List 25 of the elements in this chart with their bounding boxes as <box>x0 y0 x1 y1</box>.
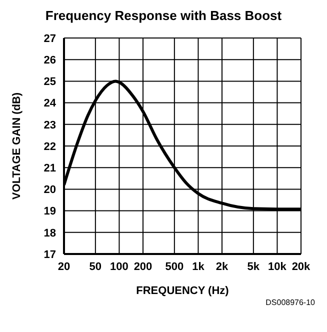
x-tick-label: 500 <box>165 260 184 273</box>
y-tick-label: 22 <box>44 140 56 153</box>
y-tick-label: 26 <box>44 54 56 67</box>
y-tick-label: 17 <box>44 248 56 261</box>
x-tick-label: 20k <box>292 260 312 273</box>
y-tick-label: 24 <box>44 98 57 110</box>
chart-title: Frequency Response with Bass Boost <box>44 8 283 25</box>
x-tick-label: 200 <box>134 260 152 273</box>
x-tick-label: 100 <box>110 260 128 273</box>
y-tick-label: 25 <box>44 76 56 88</box>
x-tick-label: 2k <box>216 260 229 273</box>
y-tick-label: 27 <box>44 32 56 45</box>
y-axis-title: VOLTAGE GAIN (dB) <box>10 92 23 200</box>
y-tick-label: 20 <box>44 184 56 196</box>
x-tick-label: 1k <box>192 260 206 273</box>
x-tick-label: 10k <box>268 260 288 273</box>
y-tick-label: 23 <box>44 119 56 132</box>
x-tick-label: 50 <box>89 260 102 273</box>
y-tick-label: 19 <box>44 206 56 218</box>
x-tick-label: 20 <box>58 260 70 273</box>
y-tick-label: 18 <box>44 227 56 240</box>
x-tick-label: 5k <box>247 260 260 273</box>
x-axis-title: FREQUENCY (Hz) <box>136 285 230 297</box>
text: DS008976-10 <box>264 298 316 307</box>
y-tick-label: 21 <box>44 162 56 175</box>
